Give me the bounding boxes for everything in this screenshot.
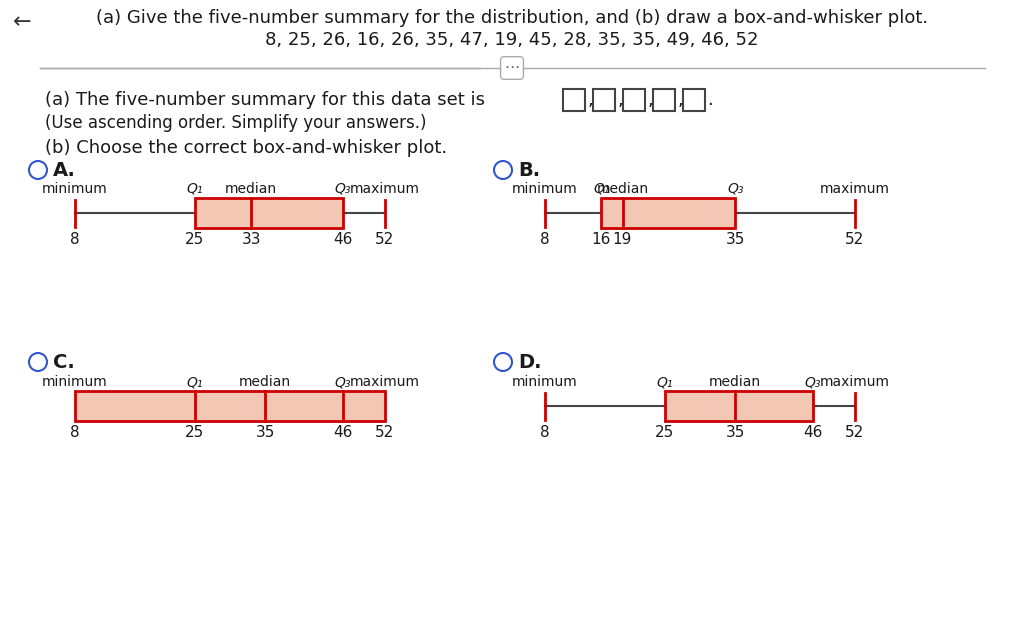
Text: median: median xyxy=(226,182,277,196)
Text: median: median xyxy=(239,375,291,389)
Text: median: median xyxy=(597,182,649,196)
Bar xyxy=(653,89,675,111)
Text: Q₁: Q₁ xyxy=(593,182,610,196)
Text: .: . xyxy=(707,91,712,109)
Text: 52: 52 xyxy=(846,232,865,247)
Text: 52: 52 xyxy=(375,232,395,247)
Text: 8, 25, 26, 16, 26, 35, 47, 19, 45, 28, 35, 35, 49, 46, 52: 8, 25, 26, 16, 26, 35, 47, 19, 45, 28, 3… xyxy=(265,31,758,49)
Text: 25: 25 xyxy=(186,232,204,247)
Bar xyxy=(683,89,705,111)
Text: maximum: maximum xyxy=(820,182,890,196)
Text: ,: , xyxy=(588,91,593,109)
Text: 8: 8 xyxy=(70,232,80,247)
Text: 46: 46 xyxy=(803,425,822,440)
Text: (a) The five-number summary for this data set is: (a) The five-number summary for this dat… xyxy=(45,91,485,109)
Text: minimum: minimum xyxy=(512,182,578,196)
Text: D.: D. xyxy=(518,352,541,371)
Text: ,: , xyxy=(618,91,624,109)
Text: C.: C. xyxy=(53,352,75,371)
Text: (a) Give the five-number summary for the distribution, and (b) draw a box-and-wh: (a) Give the five-number summary for the… xyxy=(96,9,928,27)
Bar xyxy=(623,89,645,111)
Text: 52: 52 xyxy=(846,425,865,440)
Bar xyxy=(75,391,385,421)
Text: 8: 8 xyxy=(540,232,549,247)
Bar xyxy=(563,89,585,111)
Text: 33: 33 xyxy=(241,232,261,247)
Text: maximum: maximum xyxy=(350,182,420,196)
Text: (b) Choose the correct box-and-whisker plot.: (b) Choose the correct box-and-whisker p… xyxy=(45,139,447,157)
Text: median: median xyxy=(709,375,762,389)
Bar xyxy=(195,198,342,228)
Text: 16: 16 xyxy=(591,232,611,247)
Text: ⋯: ⋯ xyxy=(504,61,520,76)
Text: 35: 35 xyxy=(255,425,275,440)
Text: ,: , xyxy=(678,91,684,109)
Text: minimum: minimum xyxy=(42,182,108,196)
Text: 25: 25 xyxy=(186,425,204,440)
Text: 46: 46 xyxy=(333,425,353,440)
Text: B.: B. xyxy=(518,161,540,180)
Text: Q₁: Q₁ xyxy=(657,375,673,389)
Text: 35: 35 xyxy=(726,425,745,440)
Text: (Use ascending order. Simplify your answers.): (Use ascending order. Simplify your answ… xyxy=(45,114,426,132)
Text: maximum: maximum xyxy=(350,375,420,389)
Text: ←: ← xyxy=(12,12,32,32)
Text: 8: 8 xyxy=(540,425,549,440)
Text: Q₃: Q₃ xyxy=(805,375,821,389)
Text: Q₁: Q₁ xyxy=(187,375,203,389)
Text: maximum: maximum xyxy=(820,375,890,389)
Text: minimum: minimum xyxy=(512,375,578,389)
Text: Q₃: Q₃ xyxy=(334,375,351,389)
Text: Q₁: Q₁ xyxy=(187,182,203,196)
Text: 52: 52 xyxy=(375,425,395,440)
Bar xyxy=(665,391,813,421)
Text: 19: 19 xyxy=(613,232,632,247)
Text: ,: , xyxy=(648,91,654,109)
Text: 25: 25 xyxy=(655,425,674,440)
Text: 35: 35 xyxy=(726,232,745,247)
Text: minimum: minimum xyxy=(42,375,108,389)
Text: Q₃: Q₃ xyxy=(334,182,351,196)
Text: A.: A. xyxy=(53,161,76,180)
Bar xyxy=(593,89,615,111)
Bar xyxy=(602,198,735,228)
Text: 8: 8 xyxy=(70,425,80,440)
Text: 46: 46 xyxy=(333,232,353,247)
Text: Q₃: Q₃ xyxy=(727,182,743,196)
